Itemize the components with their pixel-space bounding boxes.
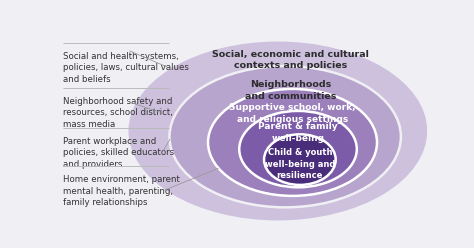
Text: Supportive school, work,
and religious settings: Supportive school, work, and religious s…	[229, 103, 356, 124]
Text: Neighborhoods
and communities: Neighborhoods and communities	[245, 80, 337, 101]
Ellipse shape	[264, 134, 336, 185]
Ellipse shape	[239, 111, 357, 187]
Ellipse shape	[208, 89, 377, 196]
Ellipse shape	[127, 40, 428, 222]
Text: Parent workplace and
policies, skilled educators
and providers: Parent workplace and policies, skilled e…	[63, 137, 174, 169]
Text: Neighborhood safety and
resources, school district,
mass media: Neighborhood safety and resources, schoo…	[63, 97, 173, 129]
Text: Home environment, parent
mental health, parenting,
family relationships: Home environment, parent mental health, …	[63, 175, 180, 207]
Text: Social, economic and cultural
contexts and policies: Social, economic and cultural contexts a…	[212, 50, 369, 70]
Text: Parent & family
well-being: Parent & family well-being	[258, 122, 338, 143]
Ellipse shape	[169, 66, 401, 207]
Text: Child & youth
well-being and
resilience: Child & youth well-being and resilience	[264, 148, 335, 180]
Text: Social and health systems,
policies, laws, cultural values
and beliefs: Social and health systems, policies, law…	[63, 52, 189, 84]
